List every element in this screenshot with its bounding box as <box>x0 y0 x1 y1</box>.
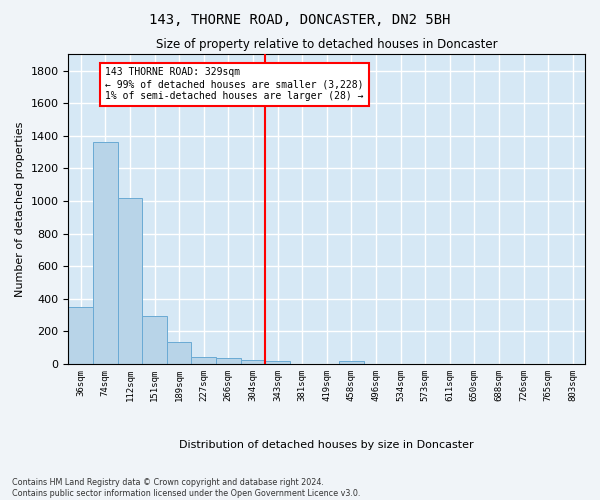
X-axis label: Distribution of detached houses by size in Doncaster: Distribution of detached houses by size … <box>179 440 474 450</box>
Bar <box>191 358 216 364</box>
Bar <box>241 360 265 364</box>
Bar <box>339 360 364 364</box>
Text: Contains HM Land Registry data © Crown copyright and database right 2024.
Contai: Contains HM Land Registry data © Crown c… <box>12 478 361 498</box>
Bar <box>68 307 93 364</box>
Title: Size of property relative to detached houses in Doncaster: Size of property relative to detached ho… <box>156 38 497 51</box>
Bar <box>142 316 167 364</box>
Y-axis label: Number of detached properties: Number of detached properties <box>15 122 25 297</box>
Bar <box>167 342 191 364</box>
Bar <box>118 198 142 364</box>
Bar <box>265 361 290 364</box>
Text: 143 THORNE ROAD: 329sqm
← 99% of detached houses are smaller (3,228)
1% of semi-: 143 THORNE ROAD: 329sqm ← 99% of detache… <box>106 68 364 100</box>
Text: 143, THORNE ROAD, DONCASTER, DN2 5BH: 143, THORNE ROAD, DONCASTER, DN2 5BH <box>149 12 451 26</box>
Bar <box>93 142 118 364</box>
Bar <box>216 358 241 364</box>
